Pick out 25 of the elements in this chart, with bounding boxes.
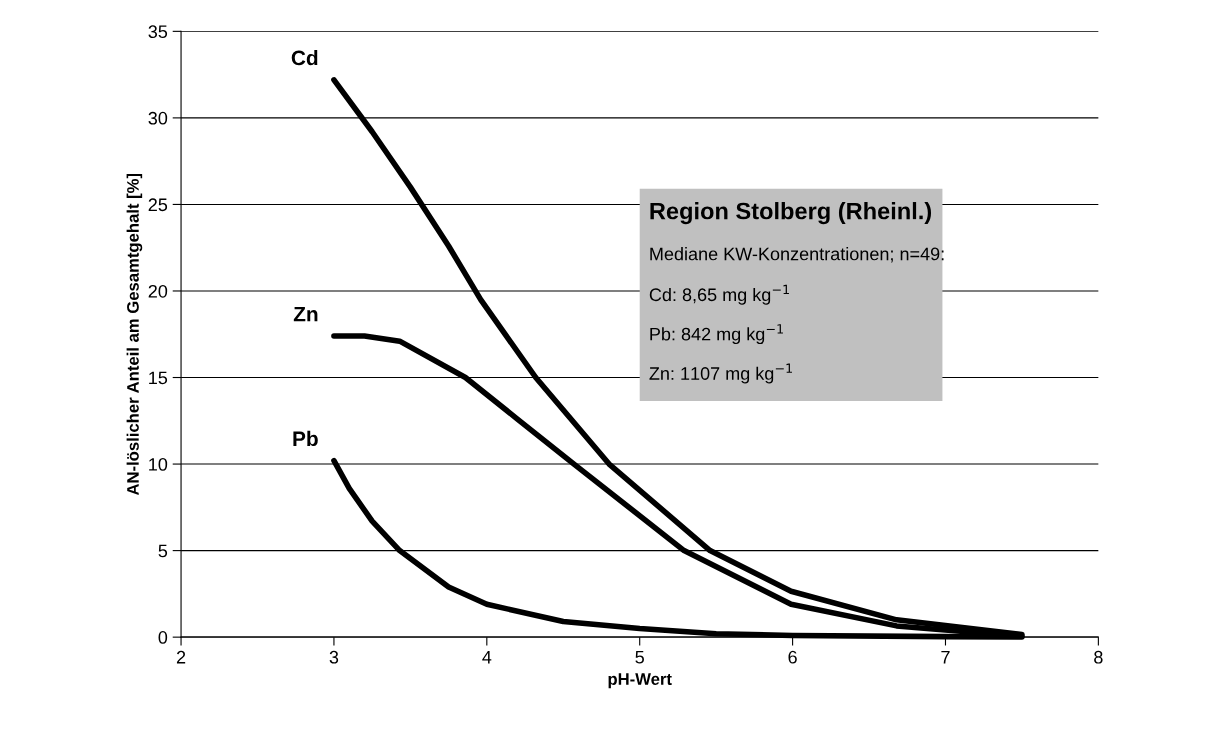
y-tick-label: 5 [158,544,168,558]
x-tick-label: 2 [176,650,186,664]
y-tick-label: 0 [158,631,168,644]
series-label: Pb [293,430,318,447]
series-label: Cd [291,50,318,66]
y-tick-label: 30 [148,111,168,125]
annotation: Pb: 842 mg kg$^{−1}$ [650,324,783,345]
x-tick-label: 4 [482,651,492,664]
series-label: Zn [293,306,318,322]
y-tick-label: 10 [149,457,168,471]
x-tick-label: 5 [635,651,644,664]
annotation: Cd: 8,65 mg kg$^{−1}$ [649,284,789,305]
y-tick-label: 35 [148,25,168,39]
annotation: Mediane KW-Konzentrationen; n=49: [650,247,944,263]
x-tick-label: 7 [941,651,950,664]
x-tick-label: 8 [1094,650,1103,664]
x-axis-title: pH-Wert [608,673,672,689]
x-tick-label: 3 [329,650,339,664]
annotation: Zn: 1107 mg kg$^{−1}$ [649,363,792,384]
y-axis-title: AN-löslicher Anteil am Gesamtgehalt [%] [126,173,143,496]
y-tick-label: 20 [148,284,168,298]
y-tick-label: 25 [148,198,168,212]
annotation: Region Stolberg (Rheinl.) [650,202,932,225]
y-tick-label: 15 [149,371,168,385]
x-tick-label: 6 [788,650,797,664]
